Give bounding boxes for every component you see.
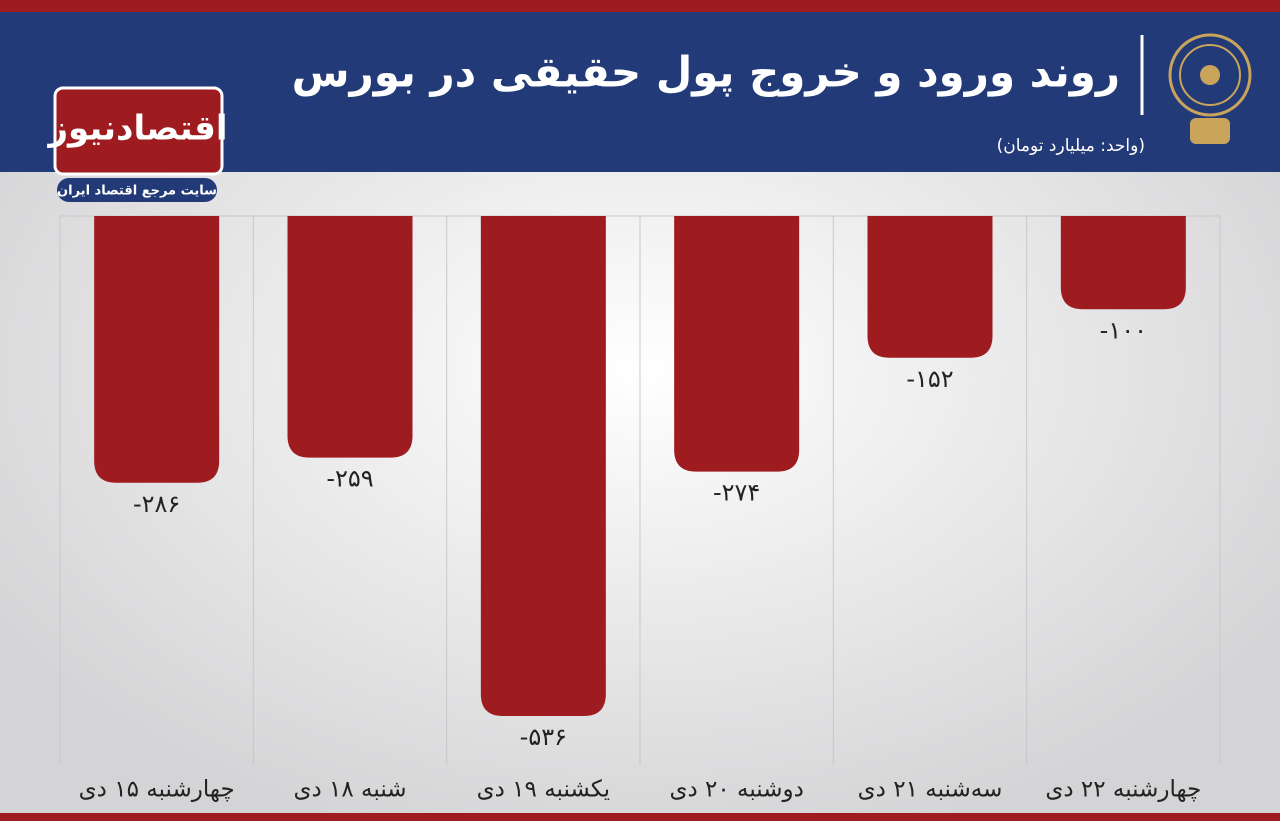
brand: اقتصادنیوز bbox=[46, 109, 227, 149]
chart-subtitle: (واحد: میلیارد تومان) bbox=[997, 136, 1145, 156]
value-label: -۲۵۹ bbox=[326, 465, 373, 493]
bar bbox=[480, 216, 606, 716]
brand-tagline-box bbox=[57, 178, 217, 202]
brand-tagline: سایت مرجع اقتصاد ایران bbox=[57, 184, 217, 199]
brand-box bbox=[53, 86, 224, 176]
x-tick-label: سه‌شنبه ۲۱ دی bbox=[858, 777, 1003, 803]
value-label: -۱۰۰ bbox=[1100, 316, 1147, 344]
bottom-strip bbox=[0, 813, 1280, 821]
value-label: -۲۷۴ bbox=[713, 479, 760, 507]
x-tick-label: چهارشنبه ۲۲ دی bbox=[1045, 777, 1201, 803]
chart-title: روند ورود و خروج پول حقیقی در بورس bbox=[292, 48, 1120, 98]
bar bbox=[1060, 216, 1186, 310]
x-tick-label: شنبه ۱۸ دی bbox=[293, 777, 406, 803]
emblem bbox=[1168, 33, 1252, 144]
top-strip bbox=[0, 0, 1280, 12]
bar bbox=[94, 216, 220, 483]
x-tick-label: دوشنبه ۲۰ دی bbox=[669, 777, 803, 803]
x-tick-label: چهارشنبه ۱۵ دی bbox=[79, 777, 235, 803]
value-label: -۲۸۶ bbox=[133, 490, 180, 518]
value-label: -۱۵۲ bbox=[906, 365, 953, 393]
x-tick-label: یکشنبه ۱۹ دی bbox=[477, 777, 610, 803]
value-label: -۵۳۶ bbox=[520, 723, 567, 751]
bar bbox=[674, 216, 800, 472]
bar bbox=[287, 216, 413, 458]
bar bbox=[867, 216, 993, 358]
